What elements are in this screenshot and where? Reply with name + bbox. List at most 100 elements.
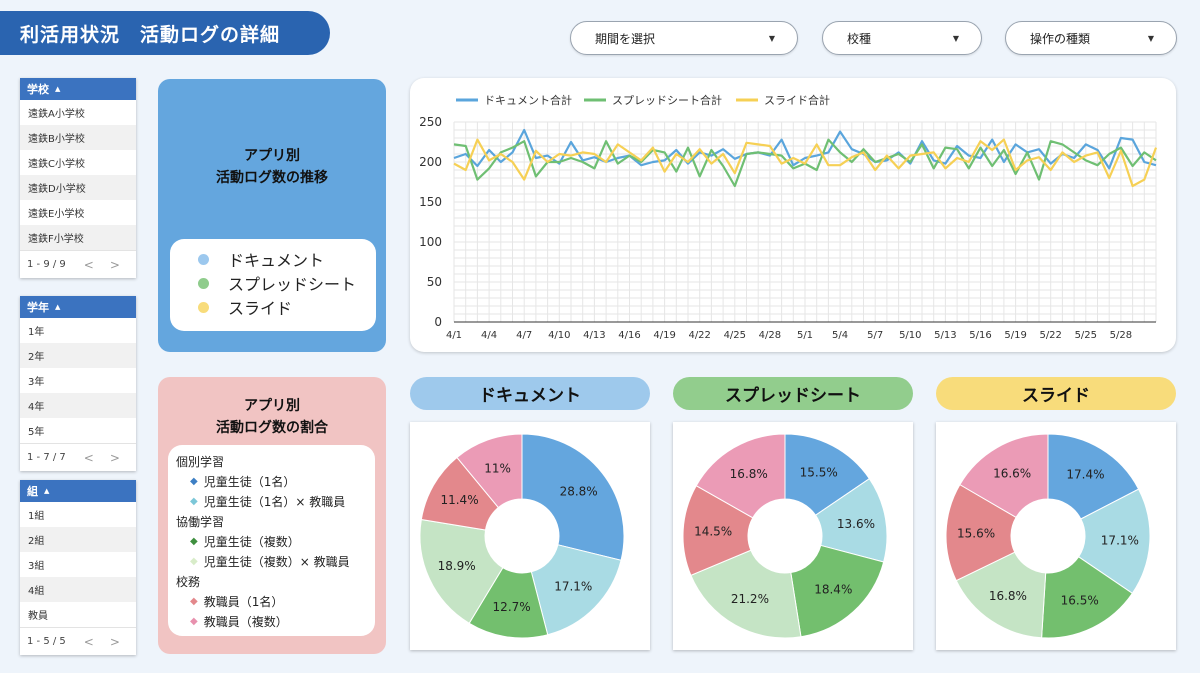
group-collab: 協働学習 <box>176 514 225 529</box>
period-dropdown[interactable]: 期間を選択 ▼ <box>570 21 798 55</box>
filter-item-grade-5[interactable]: 5年 <box>28 427 45 438</box>
line-chart-card: 0 50 100 150 200 250 4/1 4/4 4/7 4/10 4/13 4/16 4/19… <box>410 78 1176 352</box>
prev-page-icon[interactable]: < <box>83 634 110 649</box>
filter-item-grade-2[interactable]: 2年 <box>20 343 136 368</box>
pie-value-label: 16.5% <box>1061 594 1099 608</box>
diamond-icon: ◆ <box>190 595 198 607</box>
pie-value-label: 21.2% <box>731 592 769 606</box>
pie-chart-slide: 17.4% 17.1% 16.5% 16.8% 15.6% 16.6% <box>945 433 1151 639</box>
legend-label: ドキュメント合計 <box>484 93 572 107</box>
filter-item-school-f[interactable]: 遠鉄F小学校 <box>20 225 136 250</box>
filter-item-class-staff[interactable]: 教員 <box>28 611 48 622</box>
y-tick-label: 50 <box>427 275 442 289</box>
x-tick-label: 4/1 <box>446 330 462 341</box>
page-title: 利活用状況 活動ログの詳細 <box>0 11 330 55</box>
pie-value-label: 16.8% <box>730 467 768 481</box>
class-filter-header[interactable]: 組 ▲ <box>20 480 136 502</box>
filter-item-school-d[interactable]: 遠鉄D小学校 <box>20 175 136 200</box>
sort-up-icon: ▲ <box>44 487 50 495</box>
filter-item-class-2[interactable]: 2組 <box>20 527 136 552</box>
legend-label: スライド合計 <box>764 93 830 107</box>
pie-value-label: 12.7% <box>493 600 531 614</box>
x-tick-label: 5/13 <box>934 330 956 341</box>
x-tick-label: 5/4 <box>832 330 848 341</box>
filter-item-class-1[interactable]: 1組 <box>28 511 45 522</box>
caret-down-icon: ▼ <box>768 33 775 43</box>
x-tick-label: 5/28 <box>1110 330 1132 341</box>
y-tick-label: 100 <box>419 235 442 249</box>
legend-item-slide: スライド <box>198 295 376 319</box>
school-filter-header[interactable]: 学校 ▲ <box>20 78 136 100</box>
school-filter-title: 学校 <box>27 83 49 96</box>
filter-item-grade-4[interactable]: 4年 <box>20 393 136 418</box>
operation-type-dropdown[interactable]: 操作の種類 ▼ <box>1005 21 1177 55</box>
legend-item-collab: ◆ 児童生徒（複数） <box>176 531 375 551</box>
x-tick-label: 4/7 <box>516 330 532 341</box>
filter-item-school-e[interactable]: 遠鉄E小学校 <box>28 209 85 220</box>
next-page-icon[interactable]: > <box>109 450 136 465</box>
pie-value-label: 11% <box>484 461 511 475</box>
school-type-dropdown-label: 校種 <box>847 31 872 46</box>
pie-value-label: 16.6% <box>993 467 1031 481</box>
diamond-icon: ◆ <box>190 535 198 547</box>
legend-item-staff: ◆ 教職員（1名） <box>176 591 375 611</box>
diamond-icon: ◆ <box>190 555 198 567</box>
share-card-title-1: アプリ別 <box>244 398 300 414</box>
share-card-title-2: 活動ログ数の割合 <box>216 420 328 436</box>
filter-item-grade-1[interactable]: 1年 <box>28 327 45 338</box>
trend-legend: ドキュメント スプレッドシート スライド <box>170 239 376 331</box>
school-filter: 学校 ▲ 遠鉄A小学校 遠鉄B小学校 遠鉄C小学校 遠鉄D小学校 遠鉄E小学校 … <box>20 78 136 278</box>
pagination-count: 1 - 7 / 7 <box>27 452 66 463</box>
x-tick-label: 5/7 <box>867 330 883 341</box>
grade-filter: 学年 ▲ 1年 2年 3年 4年 5年 1 - 7 / 7 <> <box>20 296 136 471</box>
pie-value-label: 28.8% <box>560 485 598 499</box>
filter-item-school-b[interactable]: 遠鉄B小学校 <box>20 125 136 150</box>
legend-label: 児童生徒（複数） <box>203 534 300 549</box>
pie-slice-5 <box>456 433 523 509</box>
filter-item-grade-3[interactable]: 3年 <box>28 377 45 388</box>
filter-item-school-c[interactable]: 遠鉄C小学校 <box>28 159 85 170</box>
dot-icon <box>198 301 209 313</box>
pagination-count: 1 - 5 / 5 <box>27 636 66 647</box>
pie-slice-1 <box>530 544 622 636</box>
x-tick-label: 5/10 <box>899 330 921 341</box>
sort-up-icon: ▲ <box>55 303 61 311</box>
y-tick-label: 250 <box>419 115 442 129</box>
school-type-dropdown[interactable]: 校種 ▼ <box>822 21 982 55</box>
legend-label: 教職員（1名） <box>203 594 284 609</box>
pie-slice-1 <box>1077 488 1151 595</box>
next-page-icon[interactable]: > <box>109 257 136 272</box>
pie-title-document: ドキュメント <box>410 377 650 410</box>
pie-value-label: 16.8% <box>989 589 1027 603</box>
filter-item-class-3[interactable]: 3組 <box>28 561 45 572</box>
filter-item-class-4[interactable]: 4組 <box>20 577 136 602</box>
next-page-icon[interactable]: > <box>109 634 136 649</box>
legend-label: ドキュメント <box>228 251 325 270</box>
pie-chart-spreadsheet: 15.5% 13.6% 18.4% 21.2% 14.5% 16.8% <box>682 433 888 639</box>
pie-slice-0 <box>521 433 625 561</box>
pie-value-label: 15.5% <box>800 465 838 479</box>
x-tick-label: 4/10 <box>548 330 570 341</box>
operation-type-dropdown-label: 操作の種類 <box>1030 31 1091 46</box>
grade-filter-header[interactable]: 学年 ▲ <box>20 296 136 318</box>
pie-title-slide: スライド <box>936 377 1176 410</box>
y-tick-label: 0 <box>434 315 442 329</box>
pie-slice-0 <box>1047 433 1140 520</box>
trend-card: アプリ別 活動ログ数の推移 ドキュメント スプレッドシート スライド <box>158 79 386 352</box>
pie-value-label: 17.1% <box>1101 533 1139 547</box>
pie-card-document: 28.8% 17.1% 12.7% 18.9% 11.4% 11% <box>410 422 650 650</box>
pie-slice-2 <box>790 544 885 638</box>
legend-label: 教職員（複数） <box>203 614 288 629</box>
pie-value-label: 17.4% <box>1066 467 1104 481</box>
filter-item-school-a[interactable]: 遠鉄A小学校 <box>28 109 85 120</box>
prev-page-icon[interactable]: < <box>83 257 110 272</box>
x-tick-label: 4/19 <box>653 330 675 341</box>
pie-slice-3 <box>955 551 1047 639</box>
caret-down-icon: ▼ <box>1147 33 1154 43</box>
pie-title-spreadsheet: スプレッドシート <box>673 377 913 410</box>
dot-icon <box>198 277 209 289</box>
pie-value-label: 18.4% <box>814 582 852 596</box>
prev-page-icon[interactable]: < <box>83 450 110 465</box>
legend-label: スプレッドシート合計 <box>612 93 722 107</box>
group-staff: 校務 <box>176 574 201 589</box>
